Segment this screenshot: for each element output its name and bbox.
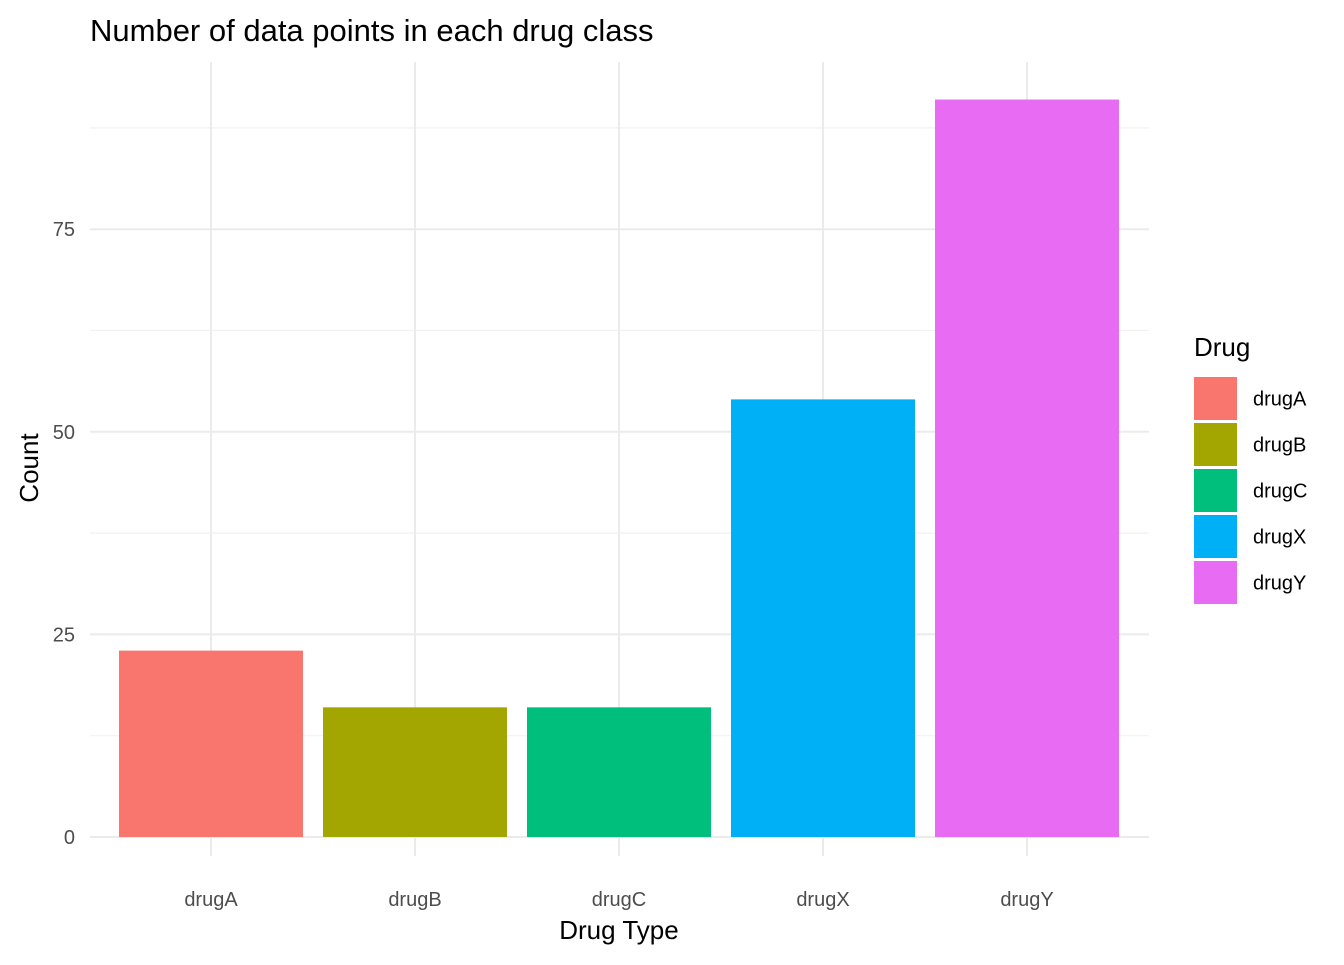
bar-drugB [323,707,507,837]
x-tick-label: drugA [184,889,238,911]
x-tick-label: drugX [796,889,849,911]
legend-items: drugA drugB drugC drugX drugY [1194,377,1307,604]
bar-drugA [119,650,303,837]
bar-drugY [935,99,1119,837]
legend-label-drugC: drugC [1253,481,1307,503]
bar-drugX [731,399,915,837]
legend: Drug drugA drugB drugC drugX drugY [1194,332,1307,604]
x-tick-label: drugB [388,889,441,911]
bars [119,99,1119,837]
legend-key-drugB [1194,423,1237,466]
y-axis-title: Count [14,433,44,503]
bar-drugC [527,707,711,837]
legend-key-drugA [1194,377,1237,420]
y-tick-label: 25 [53,624,75,646]
x-tick-label: drugY [1000,889,1053,911]
y-tick-label: 75 [53,219,75,241]
x-tick-labels: drugA drugB drugC drugX drugY [184,889,1053,911]
legend-label-drugA: drugA [1253,389,1307,411]
y-tick-labels: 0 25 50 75 [53,219,75,849]
x-tick-label: drugC [592,889,646,911]
legend-key-drugC [1194,469,1237,512]
legend-key-drugY [1194,561,1237,604]
y-tick-label: 0 [64,827,75,849]
x-axis-title: Drug Type [559,915,678,945]
legend-label-drugY: drugY [1253,573,1306,595]
legend-label-drugX: drugX [1253,527,1306,549]
legend-title: Drug [1194,332,1250,362]
y-tick-label: 50 [53,422,75,444]
chart-title: Number of data points in each drug class [90,13,653,48]
legend-key-drugX [1194,515,1237,558]
legend-label-drugB: drugB [1253,435,1306,457]
